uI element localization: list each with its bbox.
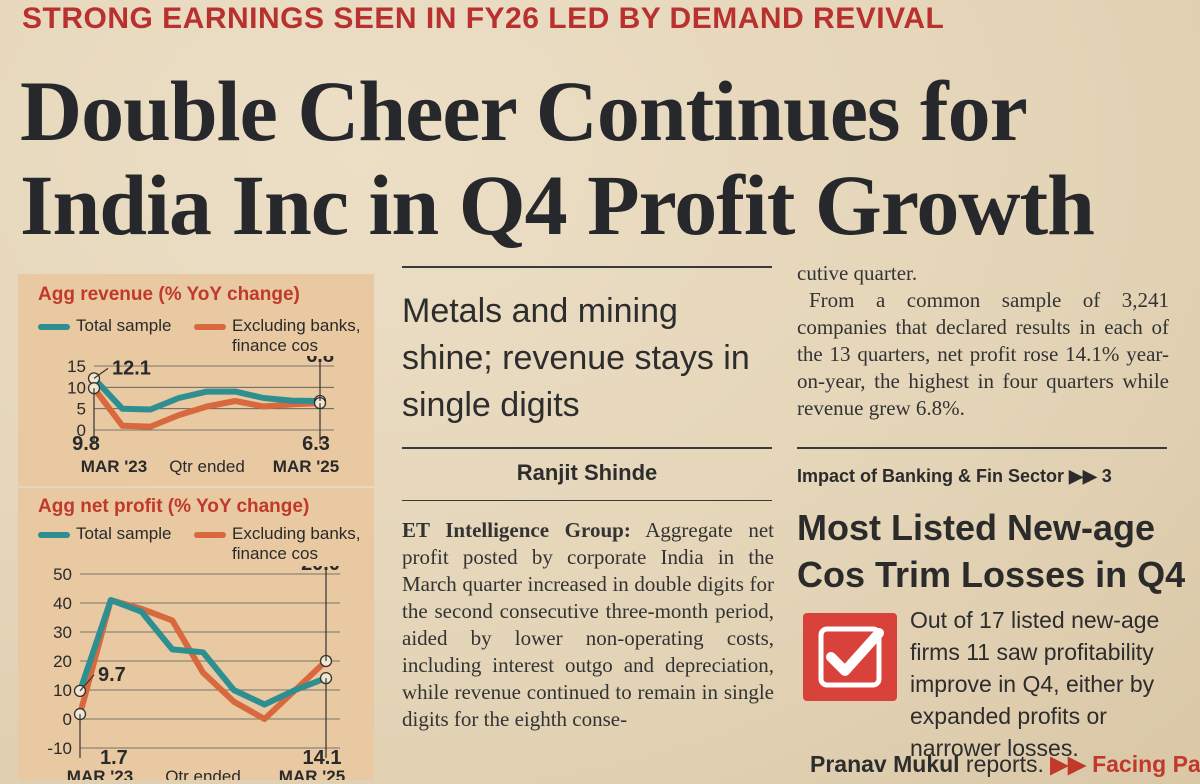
y-tick-label: 5 [77,400,86,419]
related-body: Out of 17 listed new-age firms 11 saw pr… [910,604,1200,764]
annotation-label: 6.3 [302,433,330,455]
related-rule [797,447,1167,449]
legend-label: Excluding banks, finance cos [232,524,361,563]
related-author: Pranav Mukul [810,751,960,777]
related-headline[interactable]: Most Listed New-age Cos Trim Losses in Q… [797,507,1186,595]
deck-rule [402,447,772,449]
related-tag-label: Impact of Banking & Fin Sector [797,466,1065,486]
y-tick-label: 30 [53,623,72,642]
chart-title: Agg net profit (% YoY change) [38,496,310,517]
body-text: From a common sample of 3,241 companies … [797,288,1169,420]
series-line-excluding [77,597,329,722]
legend-label: Excluding banks, finance cos [232,316,361,355]
related-tag-page: ▶▶ 3 [1069,466,1112,486]
related-byline: Pranav Mukul reports. ▶▶ Facing Page [810,748,1200,780]
annotation-label: 14.1 [303,747,342,769]
profit-line-chart: 50 40 30 20 10 0 -10 9.7 1.7 20.0 14.1 MAR '23 Qtr e… [47,566,345,780]
legend-excluding: Excluding banks, finance cos [194,316,362,356]
article-body-col2: cutive quarter. From a common sample of … [797,260,1169,422]
legend-label: Total sample [76,524,172,543]
y-tick-label: -10 [47,739,72,758]
legend-swatch-excluding [194,531,226,538]
revenue-line-chart: 15 10 5 0 12.1 9.8 6.8 6.3 MAR '23 Qtr ended MAR '… [67,356,339,476]
legend-total: Total sample [38,524,171,544]
series-line-excluding [91,385,323,430]
x-axis-label-mid: Qtr ended [169,457,245,476]
legend-total: Total sample [38,316,171,336]
kicker: STRONG EARNINGS SEEN IN FY26 LED BY DEMA… [22,2,945,35]
y-tick-label: 10 [67,378,86,397]
annotation-label: 1.7 [100,747,128,769]
y-tick-label: 50 [53,566,72,584]
byline: Ranjit Shinde [516,460,658,485]
article-body-col1: ET Intelligence Group: Aggregate net pro… [402,517,774,733]
x-axis-label-start: MAR '23 [81,457,147,476]
revenue-chart-panel: Agg revenue (% YoY change) Total sample … [18,274,374,486]
column-rule-top [402,266,772,268]
legend-swatch-excluding [194,323,226,330]
checkmark-icon [803,613,897,701]
annotation-label: 6.8 [306,356,334,367]
checkmark-icon-svg [818,626,884,688]
annotation-label: 9.7 [98,664,126,686]
leader-line [93,367,109,379]
y-tick-label: 0 [63,710,72,729]
author-suffix: reports. [959,751,1044,777]
facing-page-link[interactable]: ▶▶ Facing Page [1050,751,1200,777]
chart-title: Agg revenue (% YoY change) [38,284,300,305]
related-tag[interactable]: Impact of Banking & Fin Sector ▶▶ 3 [797,466,1112,487]
annotation-label: 20.0 [301,566,340,575]
y-tick-label: 20 [53,652,72,671]
byline-rule [402,500,772,501]
related-body-text: Out of 17 listed new-age firms 11 saw pr… [910,607,1160,761]
legend-excluding: Excluding banks, finance cos [194,524,362,564]
y-tick-label: 15 [67,357,86,376]
deck: Metals and mining shine; revenue stays i… [402,292,750,424]
legend-swatch-total [38,531,70,538]
annotation-label: 12.1 [112,357,151,379]
related-credit [810,715,1200,747]
x-axis-label-end: MAR '25 [279,767,345,780]
y-tick-label: 10 [53,681,72,700]
legend-swatch-total [38,323,70,330]
legend-label: Total sample [76,316,172,335]
y-tick-label: 0 [77,421,86,440]
x-axis-label-end: MAR '25 [273,457,339,476]
profit-chart-panel: Agg net profit (% YoY change) Total samp… [18,488,374,780]
y-tick-label: 40 [53,594,72,613]
leader-line [79,674,95,692]
x-axis-label-mid: Qtr ended [165,767,241,780]
series-line-total [91,375,323,413]
lead-label: ET Intelligence Group: [402,518,631,542]
body-text: Aggregate net profit posted by corporate… [402,518,774,731]
series-line-total [77,597,329,708]
headline: Double Cheer Continues for India Inc in … [20,63,1095,253]
continued-text: cutive quarter. [797,261,918,285]
annotation-label: 9.8 [72,433,100,455]
x-axis-label-start: MAR '23 [67,767,133,780]
